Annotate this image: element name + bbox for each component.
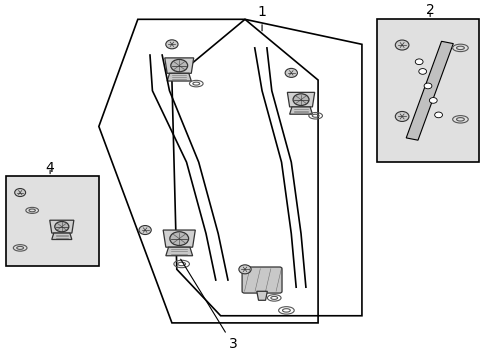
- Circle shape: [429, 98, 437, 103]
- Circle shape: [239, 265, 251, 274]
- Polygon shape: [257, 291, 268, 300]
- Text: 4: 4: [46, 161, 54, 175]
- Circle shape: [395, 112, 409, 121]
- Circle shape: [170, 232, 189, 246]
- Circle shape: [166, 40, 178, 49]
- Circle shape: [395, 40, 409, 50]
- FancyBboxPatch shape: [376, 19, 479, 162]
- Polygon shape: [287, 93, 315, 107]
- Circle shape: [435, 112, 442, 118]
- Polygon shape: [50, 220, 74, 233]
- Polygon shape: [406, 41, 453, 140]
- Polygon shape: [166, 247, 193, 256]
- Circle shape: [424, 83, 432, 89]
- FancyBboxPatch shape: [6, 176, 99, 266]
- Text: 3: 3: [181, 259, 237, 351]
- FancyBboxPatch shape: [242, 267, 282, 293]
- Circle shape: [293, 94, 309, 105]
- Circle shape: [15, 189, 25, 197]
- Circle shape: [55, 221, 69, 232]
- Polygon shape: [52, 233, 72, 239]
- Polygon shape: [290, 107, 313, 114]
- Circle shape: [415, 59, 423, 65]
- Polygon shape: [167, 73, 191, 81]
- Circle shape: [139, 225, 151, 234]
- Circle shape: [285, 68, 297, 77]
- Text: 1: 1: [258, 5, 267, 31]
- Text: 2: 2: [426, 3, 435, 17]
- Polygon shape: [165, 58, 194, 73]
- Circle shape: [419, 68, 427, 74]
- Polygon shape: [163, 230, 196, 247]
- Circle shape: [171, 59, 188, 72]
